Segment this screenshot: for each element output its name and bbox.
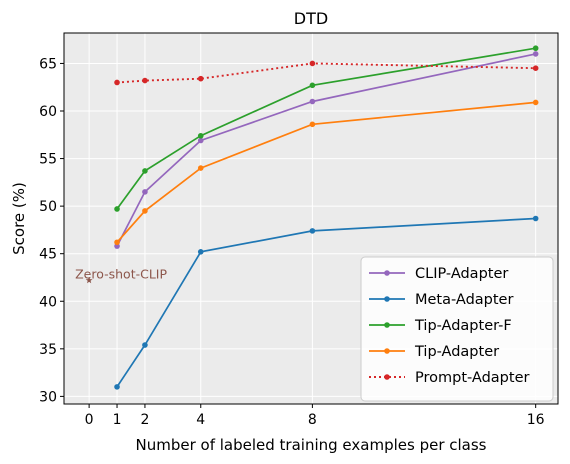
y-tick-label: 60 — [39, 104, 57, 120]
data-point-meta-adapter — [309, 228, 316, 234]
legend: CLIP-Adapter Meta-Adapter Tip-Adapter-F Tip… — [360, 256, 554, 402]
data-point-prompt-adapter — [142, 77, 148, 84]
legend-marker-clip-adapter — [384, 270, 390, 276]
y-axis-label: Score (%) — [10, 182, 28, 255]
data-point-meta-adapter — [142, 342, 148, 348]
series-line-prompt-adapter — [116, 62, 536, 84]
data-point-tip-adapter — [114, 239, 120, 246]
data-point-clip-adapter — [309, 98, 316, 105]
legend-label-prompt-adapter: Prompt-Adapter — [415, 370, 529, 386]
data-point-tip-adapter-f — [142, 168, 148, 174]
y-tick-label: 45 — [39, 247, 57, 263]
legend-label-meta-adapter: Meta-Adapter — [415, 292, 513, 308]
plot-frame — [63, 32, 559, 405]
x-tick-label: 8 — [308, 412, 317, 428]
data-point-tip-adapter-f — [309, 82, 316, 89]
y-tick-label: 50 — [39, 199, 57, 215]
legend-label-clip-adapter: CLIP-Adapter — [415, 266, 508, 282]
legend-marker-tip-adapter-f — [384, 322, 390, 328]
data-point-clip-adapter — [142, 189, 148, 195]
data-point-tip-adapter — [142, 208, 148, 214]
y-tick-label: 30 — [39, 389, 57, 405]
x-tick-label: 4 — [196, 412, 205, 428]
y-tick-label: 55 — [39, 152, 57, 168]
data-point-tip-adapter — [532, 99, 539, 106]
data-point-meta-adapter — [532, 215, 539, 222]
legend-marker-tip-adapter — [384, 348, 390, 354]
data-point-prompt-adapter — [197, 75, 204, 82]
y-tick-label: 40 — [39, 294, 57, 310]
data-point-tip-adapter-f — [532, 45, 539, 52]
y-tick-label: 65 — [39, 56, 57, 72]
data-point-tip-adapter — [197, 165, 204, 171]
chart-title: DTD — [294, 9, 328, 28]
legend-marker-meta-adapter — [384, 296, 390, 302]
legend-box — [360, 256, 554, 402]
x-tick-label: 2 — [140, 412, 149, 428]
legend-marker-prompt-adapter — [384, 374, 390, 380]
y-tick-label: 35 — [39, 342, 57, 358]
data-point-prompt-adapter — [114, 79, 120, 86]
data-point-prompt-adapter — [532, 65, 539, 71]
zero-shot-star-marker — [85, 276, 93, 284]
data-point-prompt-adapter — [309, 60, 316, 67]
x-axis-label: Number of labeled training examples per … — [136, 436, 487, 454]
data-point-meta-adapter — [114, 384, 120, 390]
x-tick-label: 0 — [85, 412, 94, 428]
x-tick-label: 16 — [527, 412, 545, 428]
data-point-clip-adapter — [197, 137, 204, 144]
annotations: Zero-shot-CLIP — [75, 266, 167, 284]
data-point-clip-adapter — [532, 51, 539, 57]
data-point-meta-adapter — [197, 248, 204, 255]
x-tick-label: 1 — [113, 412, 122, 428]
axes: 0 1 2 4 8 16 30 35 40 45 50 55 60 65 — [39, 32, 559, 428]
series-group — [114, 45, 539, 390]
legend-label-tip-adapter-f: Tip-Adapter-F — [414, 318, 512, 334]
data-point-tip-adapter-f — [197, 132, 204, 139]
data-point-tip-adapter-f — [114, 206, 120, 212]
zero-shot-annotation: Zero-shot-CLIP — [75, 266, 167, 281]
legend-label-tip-adapter: Tip-Adapter — [414, 344, 499, 360]
data-point-tip-adapter — [309, 121, 316, 128]
